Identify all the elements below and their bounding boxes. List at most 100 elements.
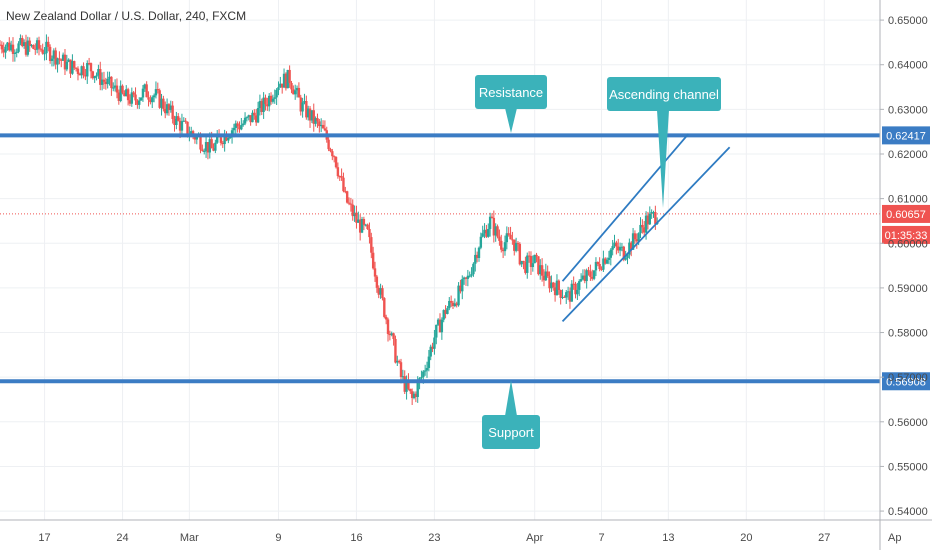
candle-body	[175, 116, 178, 125]
candle-body	[409, 388, 412, 392]
candle-body	[427, 356, 431, 368]
y-tick-label: 0.61000	[888, 194, 928, 206]
y-tick-label: 0.57000	[888, 372, 928, 384]
candle-body	[334, 156, 338, 168]
candle-body	[288, 69, 291, 83]
candle-body	[208, 139, 211, 153]
current-price-label: 0.60657	[886, 209, 926, 221]
support-label: 0.56908	[886, 376, 926, 388]
levels: 0.60657 01:35:33 0.62417 0.56908	[0, 126, 930, 391]
candle-body	[412, 393, 416, 399]
candle-body	[529, 256, 533, 268]
candle-body	[126, 89, 130, 101]
y-tick-label: 0.56000	[888, 417, 928, 429]
x-tick-label: Apr	[526, 532, 543, 544]
candle-body	[56, 58, 59, 65]
candle-body	[362, 219, 366, 225]
candle-body	[472, 263, 475, 275]
candle-body	[631, 233, 635, 250]
candle-body	[505, 233, 509, 243]
candle-body	[15, 51, 18, 53]
candle-body	[639, 224, 642, 234]
candle-body	[229, 137, 232, 139]
candle-body	[100, 79, 104, 85]
candle-body	[240, 124, 243, 130]
candle-body	[561, 296, 564, 298]
candle-body	[371, 252, 375, 269]
candle-body	[160, 98, 163, 108]
candle-body	[184, 120, 187, 122]
candle-body	[266, 104, 269, 107]
y-tick-label: 0.58000	[888, 328, 928, 340]
candle-body	[381, 288, 384, 299]
countdown-tag	[882, 225, 930, 244]
candle-body	[498, 236, 501, 241]
candle-body	[451, 302, 455, 307]
candle-body	[423, 370, 427, 372]
candle-body	[516, 242, 520, 244]
candle-body	[165, 104, 169, 114]
candle-body	[587, 270, 590, 272]
candle-body	[630, 242, 633, 250]
candle-body	[360, 219, 364, 233]
candle-body	[232, 127, 236, 131]
candle-body	[494, 226, 497, 236]
candle-body	[154, 89, 158, 96]
candle-body	[448, 300, 451, 309]
candle-body	[245, 117, 249, 119]
candle-body	[654, 212, 657, 224]
candle-body	[388, 333, 392, 336]
support-callout-pointer	[505, 380, 517, 416]
candle-body	[143, 84, 147, 89]
candle-body	[141, 88, 145, 98]
candle-body	[117, 92, 121, 101]
candle-body	[485, 229, 488, 237]
candle-body	[598, 263, 601, 270]
support-callout-label: Support	[488, 425, 534, 440]
candle-body	[576, 289, 579, 295]
candle-body	[128, 100, 132, 104]
candle-body	[286, 69, 289, 89]
candle-body	[563, 296, 566, 298]
candle-body	[399, 362, 403, 377]
candle-body	[201, 149, 204, 151]
candle-body	[30, 45, 33, 47]
candle-body	[97, 69, 100, 76]
x-tick-label: 13	[662, 532, 674, 544]
candle-body	[487, 228, 490, 237]
candle-body	[396, 360, 399, 363]
candle-body	[91, 71, 95, 79]
candle-body	[605, 259, 609, 264]
candle-body	[511, 239, 514, 241]
candle-body	[26, 40, 30, 55]
candle-body	[527, 255, 531, 257]
x-tick-label: 9	[275, 532, 281, 544]
candle-body	[410, 391, 414, 399]
candle-body	[45, 41, 48, 54]
candle-body	[173, 118, 176, 125]
candle-body	[509, 234, 512, 240]
candle-body	[531, 263, 535, 268]
x-tick-label: Ap	[888, 532, 901, 544]
candle-body	[82, 66, 85, 76]
candle-body	[462, 277, 466, 280]
candle-body	[0, 44, 4, 50]
candle-body	[242, 123, 245, 125]
candle-body	[435, 324, 438, 338]
candle-body	[637, 233, 640, 242]
candle-body	[149, 99, 152, 103]
candle-body	[255, 115, 258, 123]
candle-body	[186, 121, 189, 135]
candle-body	[513, 239, 516, 251]
candle-body	[403, 376, 406, 392]
grid	[0, 0, 880, 520]
x-tick-label: 27	[818, 532, 830, 544]
candle-body	[321, 124, 325, 129]
y-tick-label: 0.54000	[888, 506, 928, 518]
candle-body	[119, 85, 122, 101]
candle-body	[474, 254, 477, 264]
candle-body	[216, 134, 219, 143]
candle-body	[340, 176, 343, 178]
candle-body	[332, 156, 336, 158]
